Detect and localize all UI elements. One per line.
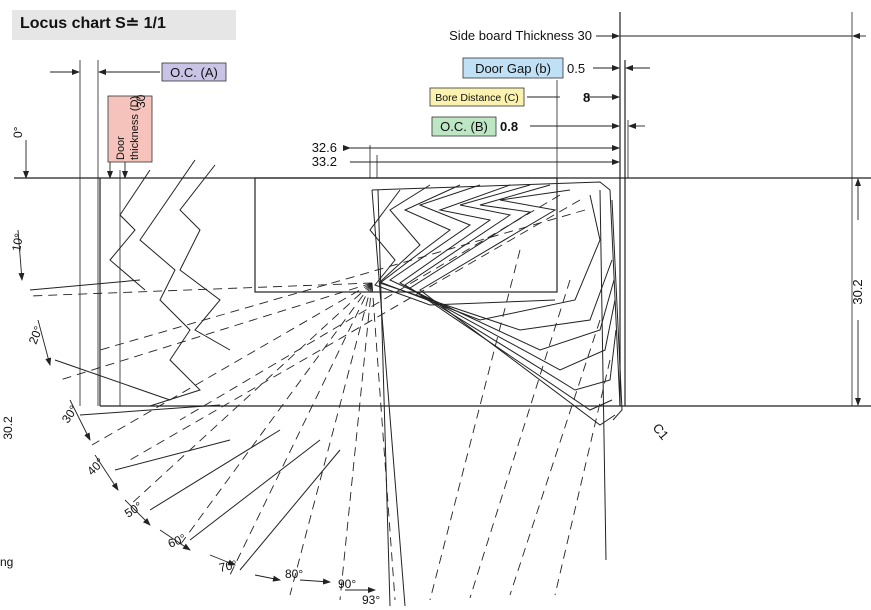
bore-distance-label: Bore Distance (C) bbox=[435, 92, 518, 104]
angle-label-20: 20° bbox=[26, 324, 46, 346]
partial-text: ng bbox=[0, 555, 13, 569]
bore-distance-value: 8 bbox=[583, 90, 590, 105]
angle-label-0: 0° bbox=[11, 126, 25, 138]
oc-b-box bbox=[431, 116, 497, 137]
oc-a-box bbox=[161, 62, 227, 82]
cabinet-outline bbox=[14, 12, 871, 407]
door-thickness-line2: thickness (D) bbox=[129, 96, 141, 160]
angle-label-93: 93° bbox=[362, 593, 380, 607]
bore-distance-box bbox=[429, 87, 525, 107]
door-thickness-value: 30 bbox=[134, 94, 148, 108]
angle-label-90: 90° bbox=[338, 577, 356, 591]
c1-label: C1 bbox=[650, 420, 672, 442]
door-gap-box bbox=[462, 57, 564, 79]
oc-b-value: 0.8 bbox=[500, 119, 518, 134]
door-thickness-line1: Door bbox=[115, 136, 127, 160]
oc-a-label: O.C. (A) bbox=[170, 65, 218, 80]
chart-title: Locus chart S≐ 1/1 bbox=[20, 15, 166, 32]
dim-30-2-left: 30.2 bbox=[1, 416, 15, 440]
angle-label-80: 80° bbox=[285, 567, 303, 581]
side-board-label: Side board Thickness 30 bbox=[449, 28, 592, 43]
angle-arcs bbox=[17, 229, 376, 593]
dim-32-6: 32.6 bbox=[312, 140, 337, 155]
angle-label-10: 10° bbox=[9, 232, 26, 253]
door-gap-label: Door Gap (b) bbox=[475, 61, 551, 76]
extension-lines bbox=[79, 12, 853, 406]
dimension-arrows bbox=[23, 33, 866, 407]
angle-label-30: 30° bbox=[59, 403, 81, 426]
angle-label-70: 70° bbox=[218, 557, 239, 575]
oc-b-label: O.C. (B) bbox=[440, 119, 488, 134]
door-swing-locus bbox=[29, 194, 611, 601]
chart-title-box bbox=[12, 10, 236, 40]
angle-label-50: 50° bbox=[122, 499, 145, 521]
angle-label-60: 60° bbox=[166, 531, 188, 551]
door-gap-value: 0.5 bbox=[567, 61, 585, 76]
dim-30-2-right: 30.2 bbox=[850, 279, 865, 304]
left-locus-zigzag bbox=[29, 159, 341, 571]
angle-label-40: 40° bbox=[84, 455, 107, 478]
door-positions bbox=[369, 181, 623, 607]
dim-33-2: 33.2 bbox=[312, 154, 337, 169]
door-thickness-box bbox=[107, 95, 153, 163]
